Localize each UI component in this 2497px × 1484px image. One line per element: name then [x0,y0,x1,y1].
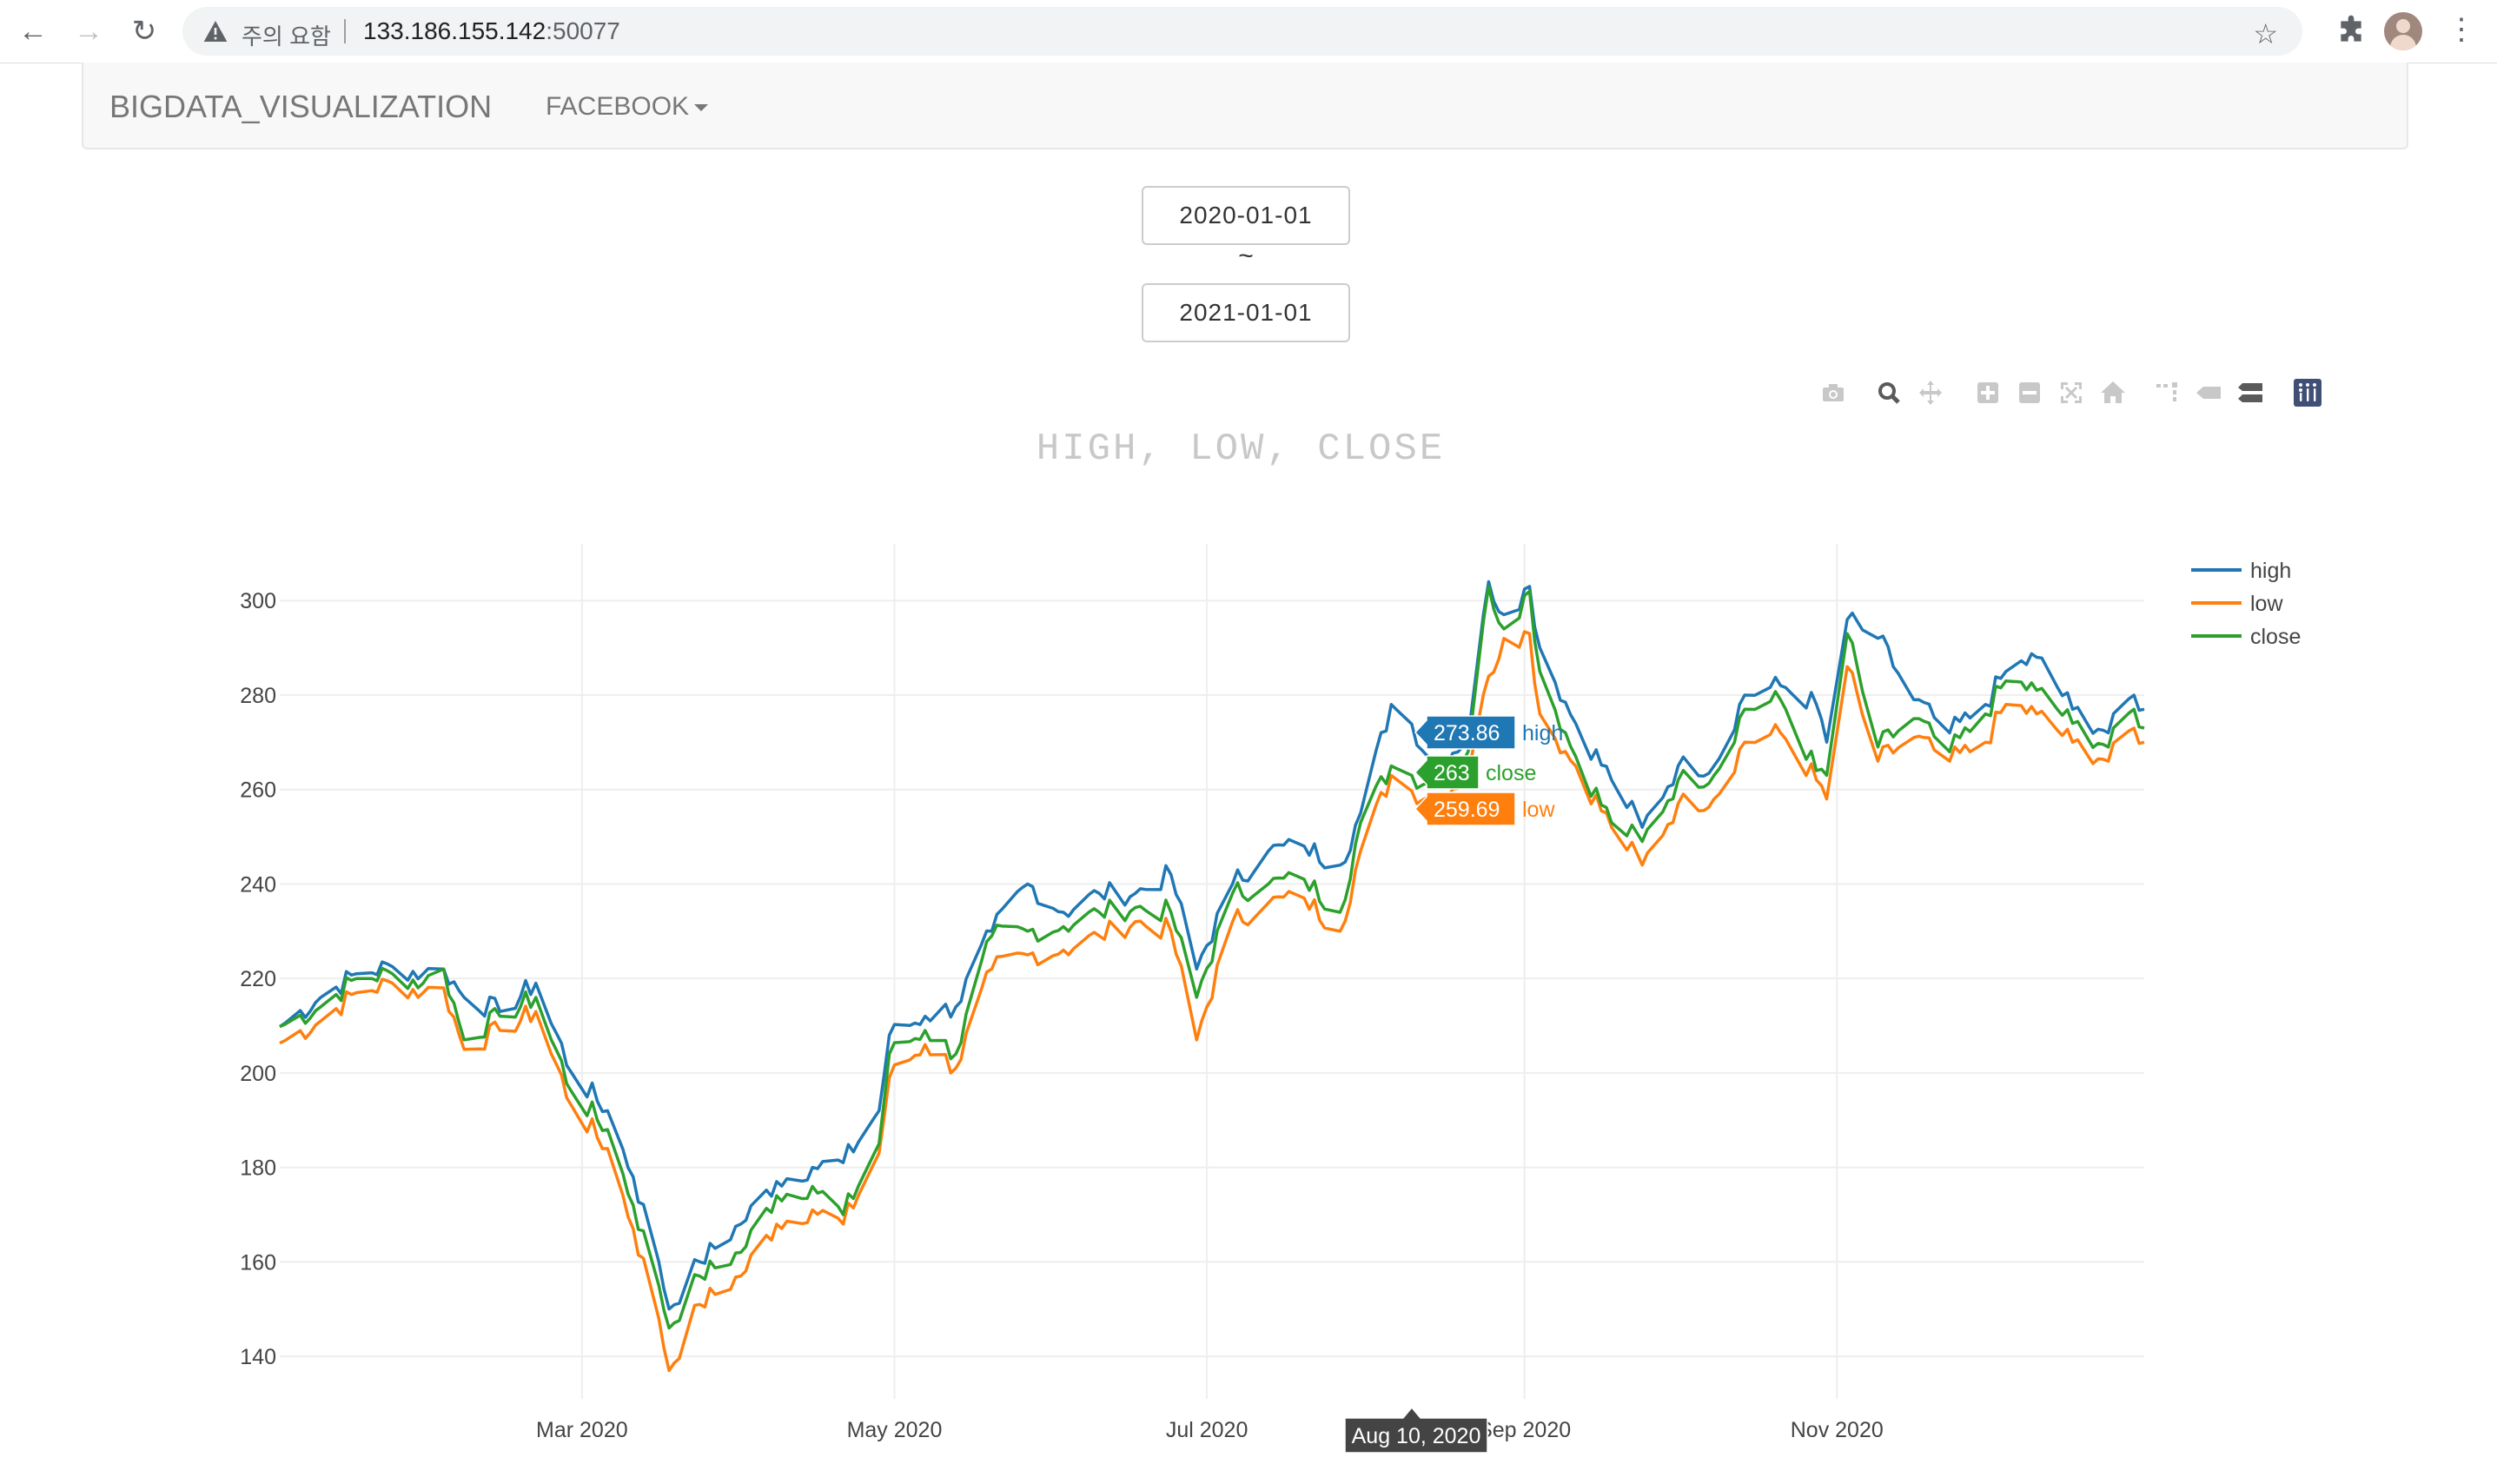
hover-box-low [1414,792,1516,826]
hover-value-close: 263 [1434,761,1470,785]
url-port: :50077 [546,17,620,44]
more-menu-icon[interactable]: ⋮ [2447,13,2476,46]
plotly-logo-icon[interactable] [2290,372,2325,414]
start-date-input[interactable]: 2020-01-01 [1142,186,1350,245]
hover-name-low: low [1522,798,1555,822]
series-layer [279,580,2145,1373]
y-tick-label: 260 [240,778,276,803]
legend-label-close: close [2250,625,2301,649]
y-tick-label: 280 [240,684,276,708]
y-axis: 140 160 180 200 220 240 260 280 300 [240,589,276,1369]
zoom-in-icon[interactable] [1970,372,2005,414]
reset-axes-icon[interactable] [2096,372,2130,414]
x-tick-label: Jul 2020 [1166,1418,1248,1442]
y-tick-label: 180 [240,1156,276,1181]
pan-icon[interactable] [1913,372,1948,414]
hover-date-label: Aug 10, 2020 [1352,1424,1481,1448]
camera-icon[interactable] [1816,372,1851,414]
url-host: 133.186.155.142 [363,17,546,44]
hover-box-close [1414,755,1480,790]
omnibox-divider [344,19,346,43]
hover-name-close: close [1486,761,1536,785]
series-high-line [279,580,2145,1311]
profile-avatar[interactable] [2384,12,2422,50]
x-tick-label: May 2020 [847,1418,943,1442]
autoscale-icon[interactable] [2054,372,2089,414]
zoom-icon[interactable] [1871,372,1906,414]
reload-icon[interactable]: ↻ [131,15,157,48]
date-separator: ~ [1238,242,1254,270]
grid-layer [280,544,2144,1399]
zoom-out-icon[interactable] [2012,372,2047,414]
y-tick-label: 240 [240,872,276,897]
forward-arrow-icon[interactable]: → [74,14,103,48]
hover-value-low: 259.69 [1434,798,1500,822]
hover-name-high: high [1522,721,1563,745]
hover-layer: 273.86 high 263 close 259.69 low Aug 10, 2020 [1344,715,1563,1454]
series-low-line [279,630,2145,1373]
company-dropdown[interactable]: FACEBOOK [546,92,709,122]
legend-label-high: high [2250,559,2291,583]
x-tick-label: Nov 2020 [1791,1418,1884,1442]
y-tick-label: 140 [240,1345,276,1369]
x-tick-label: Sep 2020 [1478,1418,1571,1442]
extensions-puzzle-icon[interactable] [2334,14,2368,49]
y-tick-label: 220 [240,967,276,991]
hover-closest-icon[interactable] [2191,372,2226,414]
y-tick-label: 300 [240,589,276,613]
x-tick-label: Mar 2020 [536,1418,628,1442]
end-date-input[interactable]: 2021-01-01 [1142,283,1350,342]
browser-toolbar: ← → ↻ 주의 요함 133.186.155.142:50077 ☆ ⋮ [0,0,2497,63]
caret-down-icon [694,104,709,112]
company-dropdown-label: FACEBOOK [546,92,690,121]
series-close-line [279,585,2145,1330]
security-warning: 주의 요함 [242,23,331,50]
back-arrow-icon[interactable]: ← [18,14,48,48]
warning-icon [203,21,228,42]
legend-label-low: low [2250,592,2283,616]
y-tick-label: 160 [240,1250,276,1275]
x-axis: Mar 2020 May 2020 Jul 2020 Sep 2020 Nov 2020 [536,1418,1884,1442]
app-navbar: BIGDATA_VISUALIZATION FACEBOOK [82,63,2408,149]
hover-date-box [1344,1406,1488,1454]
url-text: 133.186.155.142:50077 [363,17,620,45]
spike-lines-icon[interactable] [2149,372,2184,414]
legend: high low close [2191,559,2301,649]
brand-link[interactable]: BIGDATA_VISUALIZATION [109,89,493,124]
y-tick-label: 200 [240,1062,276,1086]
bookmark-star-icon[interactable]: ☆ [2253,18,2278,50]
chart-title: HIGH, LOW, CLOSE [1037,427,1445,471]
hover-box-high [1414,715,1516,750]
hover-value-high: 273.86 [1434,721,1500,745]
address-bar[interactable]: 주의 요함 133.186.155.142:50077 ☆ [182,7,2302,56]
hover-compare-icon[interactable] [2233,372,2268,414]
